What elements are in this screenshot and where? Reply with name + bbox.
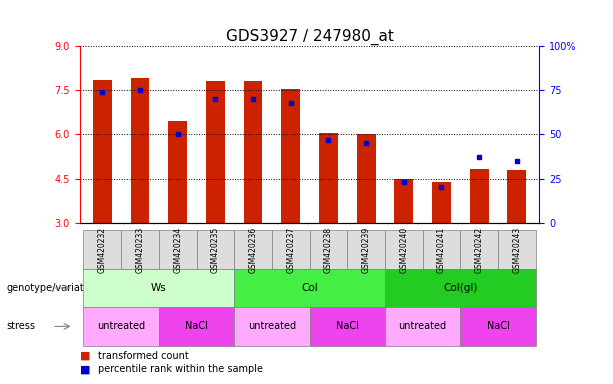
Text: untreated: untreated bbox=[398, 321, 447, 331]
Text: untreated: untreated bbox=[97, 321, 145, 331]
Text: untreated: untreated bbox=[248, 321, 296, 331]
Text: GSM420240: GSM420240 bbox=[399, 227, 408, 273]
Bar bbox=[508, 170, 526, 223]
Text: GSM420235: GSM420235 bbox=[211, 227, 220, 273]
Text: stress: stress bbox=[6, 321, 35, 331]
Text: Col(gl): Col(gl) bbox=[443, 283, 478, 293]
Text: GSM420237: GSM420237 bbox=[286, 227, 295, 273]
Text: GSM420239: GSM420239 bbox=[362, 227, 371, 273]
Text: Ws: Ws bbox=[151, 283, 167, 293]
Text: ■: ■ bbox=[80, 364, 90, 374]
Text: NaCl: NaCl bbox=[336, 321, 359, 331]
Text: GSM420232: GSM420232 bbox=[98, 227, 107, 273]
Text: NaCl: NaCl bbox=[185, 321, 208, 331]
Bar bbox=[93, 80, 112, 223]
Bar bbox=[432, 182, 451, 223]
Text: transformed count: transformed count bbox=[98, 351, 189, 361]
Text: GSM420236: GSM420236 bbox=[248, 227, 257, 273]
Bar bbox=[168, 121, 187, 223]
Text: Col: Col bbox=[301, 283, 318, 293]
Bar bbox=[357, 134, 376, 223]
Bar bbox=[319, 133, 338, 223]
Text: GSM420233: GSM420233 bbox=[135, 227, 145, 273]
Text: GSM420242: GSM420242 bbox=[474, 227, 484, 273]
Bar bbox=[206, 81, 225, 223]
Bar bbox=[131, 78, 150, 223]
Text: GSM420243: GSM420243 bbox=[512, 227, 521, 273]
Bar bbox=[243, 81, 262, 223]
Title: GDS3927 / 247980_at: GDS3927 / 247980_at bbox=[226, 28, 394, 45]
Bar bbox=[394, 179, 413, 223]
Text: ■: ■ bbox=[80, 351, 90, 361]
Bar bbox=[470, 169, 489, 223]
Text: GSM420241: GSM420241 bbox=[437, 227, 446, 273]
Text: GSM420234: GSM420234 bbox=[173, 227, 182, 273]
Text: GSM420238: GSM420238 bbox=[324, 227, 333, 273]
Bar bbox=[281, 89, 300, 223]
Text: percentile rank within the sample: percentile rank within the sample bbox=[98, 364, 263, 374]
Text: NaCl: NaCl bbox=[487, 321, 509, 331]
Text: genotype/variation: genotype/variation bbox=[6, 283, 99, 293]
